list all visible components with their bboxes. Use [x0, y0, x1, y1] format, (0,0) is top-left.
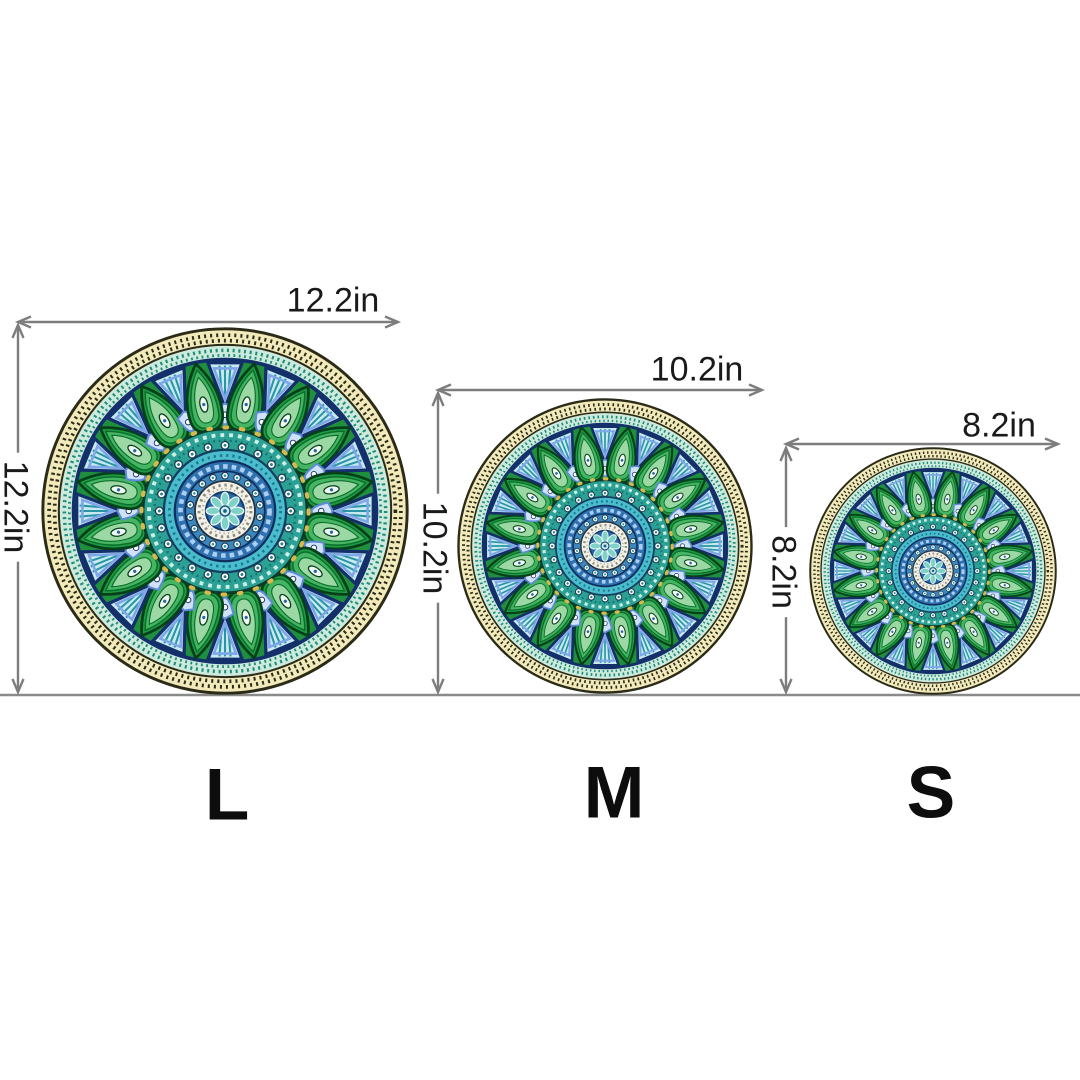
width-label-small: 8.2in: [962, 406, 1036, 445]
size-letter-large: L: [204, 754, 250, 836]
size-letter-medium: M: [583, 752, 645, 834]
height-label-medium: 10.2in: [415, 493, 454, 603]
height-label-large: 12.2in: [0, 452, 35, 562]
mandala-medium: [457, 398, 753, 694]
mandala-small: [809, 447, 1057, 695]
size-letter-small: S: [906, 752, 956, 834]
mandala-large: [41, 327, 409, 695]
width-dimension-small: [782, 437, 1062, 451]
height-label-small: 8.2in: [764, 527, 803, 617]
width-label-medium: 10.2in: [650, 350, 744, 389]
width-label-large: 12.2in: [286, 281, 380, 320]
